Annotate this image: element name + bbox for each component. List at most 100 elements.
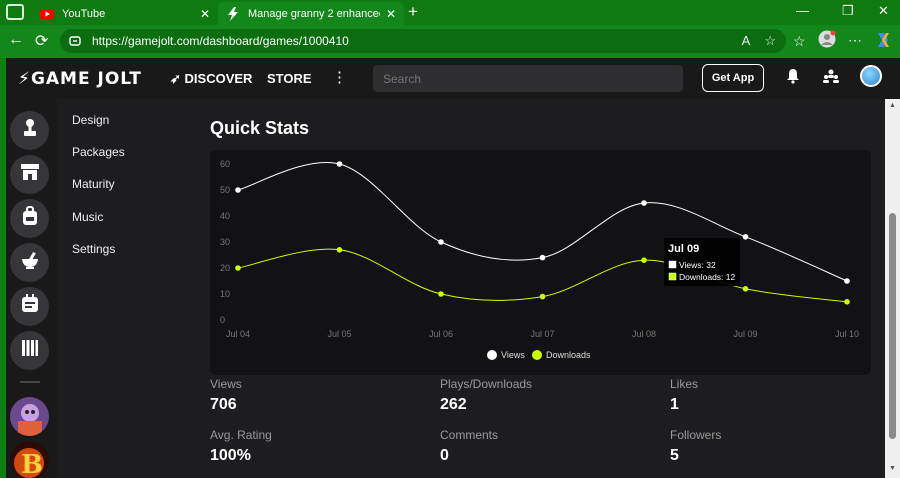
page-scrollbar[interactable]: ▲ ▼ [885,99,900,478]
more-menu-icon[interactable]: ⋮ [332,69,347,86]
read-aloud-icon[interactable]: A [741,33,751,48]
y-tick-label: 40 [220,211,230,221]
friends-icon[interactable] [822,68,840,89]
tooltip-line: Downloads: 12 [679,272,736,282]
tab-gamejolt[interactable]: Manage granny 2 enhanced - Gam ✕ [218,2,404,25]
tooltip-title: Jul 09 [668,243,699,255]
bell-icon[interactable] [786,68,800,89]
data-point-downloads [235,265,241,271]
stat-value-likes: 1 [670,396,679,413]
page-title: Quick Stats [210,118,310,138]
scroll-up-icon[interactable]: ▲ [889,102,896,109]
search-input[interactable] [373,65,683,92]
subnav-music[interactable]: Music [72,210,104,224]
new-tab-icon[interactable]: + [408,2,418,21]
rail-store-button[interactable] [10,155,49,194]
nav-discover[interactable]: ➶ DISCOVER [170,71,253,86]
y-tick-label: 0 [220,315,225,325]
data-point-downloads [641,257,647,263]
y-tick-label: 30 [220,237,230,247]
data-point-downloads [742,286,749,292]
rail-mortar-button[interactable] [10,243,49,282]
library-icon [21,339,39,362]
chat-icon [21,294,39,319]
x-tick-label: Jul 07 [530,329,554,339]
stat-value-views: 706 [210,396,237,413]
series-line-views [237,162,848,282]
stat-value-followers: 5 [670,447,679,464]
data-point-views [641,200,647,206]
stat-label-downloads: Plays/Downloads [440,377,533,391]
tab-actions-icon[interactable] [6,4,24,20]
subnav-packages[interactable]: Packages [72,145,125,159]
subnav-settings[interactable]: Settings [72,242,116,256]
gamejolt-logo[interactable]: ⚡GAME JOLT [18,69,142,89]
y-tick-label: 60 [220,159,230,169]
legend-marker [532,350,542,360]
back-icon[interactable]: ← [8,31,24,48]
legend-label-views: Views [501,350,525,360]
y-tick-label: 20 [220,263,230,273]
stat-label-likes: Likes [670,377,699,391]
favorite-star-icon[interactable]: ☆ [764,33,776,48]
subnav-maturity[interactable]: Maturity [72,177,115,191]
data-point-views [235,187,241,193]
stat-value-rating: 100% [210,447,251,464]
tab-title: YouTube [62,7,106,20]
data-point-downloads [844,299,850,305]
close-icon[interactable]: ✕ [385,6,396,21]
data-point-views [336,161,343,167]
data-point-downloads [539,293,546,300]
scroll-down-icon[interactable]: ▼ [889,465,896,472]
browser-tab-bar: YouTube ✕ Manage granny 2 enhanced - Gam… [0,0,900,25]
tooltip-swatch [668,260,677,269]
more-icon[interactable]: ⋯ [848,32,862,48]
data-point-views [742,234,749,240]
subnav-design[interactable]: Design [72,113,110,127]
rail-divider [20,381,40,383]
tab-title: Manage granny 2 enhanced - Gam [248,7,380,20]
data-point-downloads [336,247,343,253]
game-thumbnail-2[interactable]: B [10,441,49,478]
data-point-views [438,239,444,245]
stat-label-comments: Comments [440,428,499,442]
rail-chat-button[interactable] [10,287,49,326]
close-window-icon[interactable]: ✕ [878,3,889,18]
x-tick-label: Jul 08 [632,329,656,339]
scrollbar-thumb[interactable] [889,213,896,439]
stat-value-comments: 0 [440,447,449,464]
site-info-icon[interactable] [68,34,82,48]
stat-label-views: Views [210,377,242,391]
data-point-downloads [438,291,444,297]
stats-chart: 0 10 20 30 40 50 60 Jul 04 Jul 05 Jul 06 Jul 07 Jul… [210,150,871,375]
youtube-icon [40,7,54,21]
nav-store[interactable]: STORE [267,71,312,86]
profile-icon[interactable] [818,30,836,53]
url-field[interactable]: https://gamejolt.com/dashboard/games/100… [60,29,786,53]
rocket-icon: ➶ [170,71,181,86]
rail-library-button[interactable] [10,331,49,370]
legend-label-downloads: Downloads [546,350,591,360]
minimize-icon[interactable]: — [796,3,809,18]
refresh-icon[interactable]: ⟳ [35,33,49,50]
rail-home-button[interactable] [10,111,49,150]
address-bar: ← ⟳ https://gamejolt.com/dashboard/games… [0,25,900,58]
x-tick-label: Jul 06 [429,329,453,339]
close-icon[interactable]: ✕ [199,6,210,21]
gamejolt-icon [226,6,240,21]
data-point-views [844,278,850,284]
favorites-icon[interactable]: ☆ [793,33,806,49]
x-tick-label: Jul 09 [733,329,757,339]
url-text: https://gamejolt.com/dashboard/games/100… [92,34,349,48]
user-avatar[interactable] [860,65,882,87]
chart-svg: 0 10 20 30 40 50 60 Jul 04 Jul 05 Jul 06 Jul 07 Jul… [220,159,859,360]
stat-label-followers: Followers [670,428,722,442]
tab-youtube[interactable]: YouTube ✕ [32,2,218,25]
rail-backpack-button[interactable] [10,199,49,238]
game-thumbnail-1[interactable] [10,397,49,436]
x-tick-label: Jul 10 [835,329,859,339]
copilot-icon[interactable] [874,31,892,54]
dashboard-subnav: Design Packages Maturity Music Settings [57,99,197,478]
restore-icon[interactable]: ❐ [842,3,854,18]
get-app-button[interactable]: Get App [702,64,764,92]
